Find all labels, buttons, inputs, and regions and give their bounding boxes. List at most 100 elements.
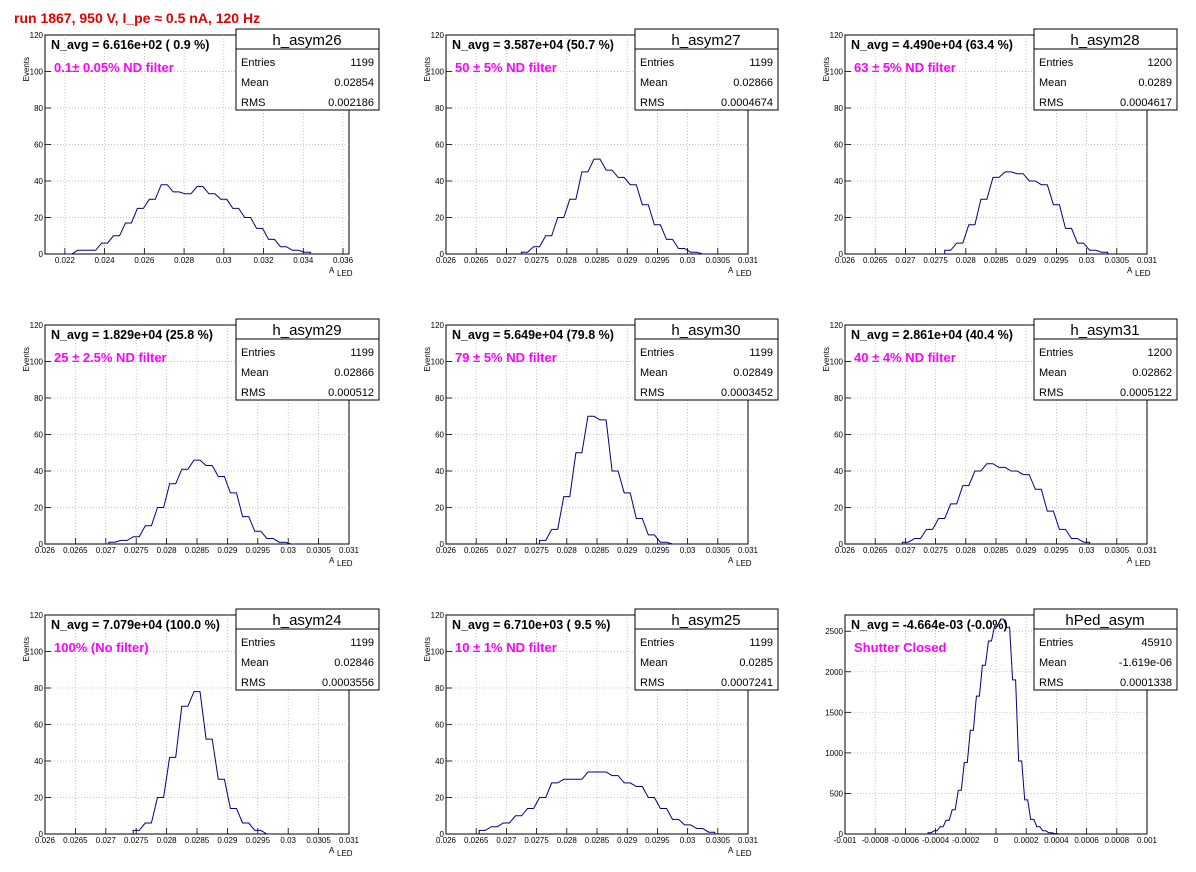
panel-9-stat-label: Entries [1039, 637, 1074, 649]
panel-7-y-tick-label: 20 [34, 794, 43, 803]
panel-3-filter-note: 63 ± 5% ND filter [854, 60, 956, 75]
panel-1-filter-note: 0.1± 0.05% ND filter [54, 60, 174, 75]
panel-5-x-tick-label: 0.0295 [645, 546, 670, 555]
panel-4-y-axis-title: Events [22, 347, 31, 371]
panel-7-y-tick-label: 120 [30, 611, 44, 620]
panel-4-stats-box [235, 318, 380, 401]
panel-8-x-tick-label: 0.0305 [706, 836, 731, 845]
panel-6-x-tick-label: 0.0305 [1105, 546, 1130, 555]
panel-2-x-axis-title: A [728, 266, 734, 275]
panel-3-histogram-outline [944, 171, 1109, 254]
panel-8-y-axis-title: Events [423, 637, 432, 661]
panel-9-x-tick-label: 0.001 [1137, 836, 1158, 845]
panel-6-y-tick-label: 80 [834, 394, 843, 403]
panel-7-y-tick-label: 40 [34, 757, 43, 766]
panel-4-stat-label: Entries [241, 347, 276, 359]
panel-7-stat-value: 0.0003556 [322, 677, 374, 689]
panel-9-y-tick-label: 1500 [825, 708, 843, 717]
panel-5-x-tick-label: 0.0305 [706, 546, 731, 555]
panel-6-x-tick-label: 0.0295 [1044, 546, 1069, 555]
panel-5-y-tick-label: 40 [435, 467, 444, 476]
panel-5-y-axis-title: Events [423, 347, 432, 371]
panel-7-x-tick-label: 0.029 [217, 836, 238, 845]
panel-2-stat-value: 1199 [749, 57, 773, 69]
panel-5-histogram-outline [539, 415, 679, 545]
panel-5-x-axis-title-sub: LED [736, 559, 752, 568]
panel-8-x-axis-title: A [728, 846, 734, 855]
panel-1-histogram-outline [65, 184, 311, 255]
panel-3-stat-label: Mean [1039, 77, 1067, 89]
panel-2-x-tick-label: 0.027 [496, 256, 517, 265]
panel-2-x-tick-label: 0.0275 [524, 256, 549, 265]
panel-5-stat-value: 0.02849 [733, 367, 773, 379]
panel-6-navg-label: N_avg = 2.861e+04 (40.4 %) [851, 328, 1013, 342]
panel-6-y-tick-label: 120 [830, 321, 844, 330]
panel-2-y-tick-label: 40 [435, 177, 444, 186]
panel-5-y-tick-label: 0 [440, 540, 445, 549]
panel-7-x-tick-label: 0.0265 [63, 836, 88, 845]
panel-3-x-tick-label: 0.0305 [1105, 256, 1130, 265]
panel-5-filter-note: 79 ± 5% ND filter [455, 350, 557, 365]
panel-4-stat-label: RMS [241, 387, 265, 399]
panel-1-stat-label: Mean [241, 77, 269, 89]
panel-6-stats-box [1033, 318, 1178, 401]
panel-5-x-tick-label: 0.03 [680, 546, 696, 555]
panel-3-navg-label: N_avg = 4.490e+04 (63.4 %) [851, 38, 1013, 52]
panel-3-y-tick-label: 40 [834, 177, 843, 186]
panel-5-navg-label: N_avg = 5.649e+04 (79.8 %) [452, 328, 614, 342]
panel-9-y-tick-label: 2500 [825, 627, 843, 636]
panel-2-y-tick-label: 20 [435, 214, 444, 223]
panel-9-histogram-name: hPed_asym [1065, 612, 1144, 629]
panel-2-y-axis-title: Events [423, 57, 432, 81]
panel-8-histogram-outline [478, 771, 716, 834]
panel-6-y-tick-label: 100 [830, 358, 844, 367]
panel-7-y-tick-label: 60 [34, 721, 43, 730]
panel-3-x-tick-label: 0.031 [1137, 256, 1158, 265]
panel-4-x-tick-label: 0.03 [280, 546, 296, 555]
panel-6-stat-value: 1200 [1148, 347, 1172, 359]
panel-9-stat-label: RMS [1039, 677, 1063, 689]
panel-3-x-tick-label: 0.028 [956, 256, 977, 265]
panel-9-x-tick-label: -0.001 [834, 836, 857, 845]
panel-9-stat-value: 0.0001338 [1120, 677, 1172, 689]
panel-8-x-tick-label: 0.027 [496, 836, 517, 845]
panel-7-x-tick-label: 0.0305 [306, 836, 331, 845]
panel-6-y-tick-label: 40 [834, 467, 843, 476]
run-title: run 1867, 950 V, I_pe ≈ 0.5 nA, 120 Hz [14, 10, 261, 26]
panel-7-x-tick-label: 0.03 [280, 836, 296, 845]
panel-5-stat-value: 0.0003452 [721, 387, 773, 399]
panel-4-x-axis-title: A [329, 556, 335, 565]
panel-9-stats-box [1033, 608, 1178, 691]
panel-6-stat-label: Entries [1039, 347, 1074, 359]
panel-6-x-tick-label: 0.03 [1079, 546, 1095, 555]
panel-5-y-tick-label: 20 [435, 504, 444, 513]
panel-7-y-tick-label: 100 [30, 648, 44, 657]
panel-7-x-tick-label: 0.028 [157, 836, 178, 845]
panel-1-y-axis-title: Events [22, 57, 31, 81]
panel-2-x-axis-title-sub: LED [736, 269, 752, 278]
panel-8-x-tick-label: 0.0285 [585, 836, 610, 845]
panel-4-x-tick-label: 0.029 [217, 546, 238, 555]
panel-1-x-tick-label: 0.03 [216, 256, 232, 265]
panel-2-y-tick-label: 60 [435, 141, 444, 150]
panel-5-y-tick-label: 80 [435, 394, 444, 403]
panel-8-y-tick-label: 60 [435, 721, 444, 730]
panel-1-x-tick-label: 0.034 [293, 256, 314, 265]
panel-8-y-tick-label: 20 [435, 794, 444, 803]
panel-8-stat-label: RMS [640, 677, 664, 689]
panel-3-x-axis-title: A [1127, 266, 1133, 275]
panel-7-navg-label: N_avg = 7.079e+04 (100.0 %) [51, 618, 220, 632]
panel-8-stats-box [634, 608, 779, 691]
panel-3-stat-label: Entries [1039, 57, 1074, 69]
panel-5-stat-value: 1199 [749, 347, 773, 359]
panel-1-y-tick-label: 40 [34, 177, 43, 186]
panel-8-x-tick-label: 0.03 [680, 836, 696, 845]
panel-4-x-tick-label: 0.0285 [185, 546, 210, 555]
panel-9-y-tick-label: 0 [839, 830, 844, 839]
panel-9-y-tick-label: 1000 [825, 749, 843, 758]
panel-8-x-tick-label: 0.0295 [645, 836, 670, 845]
panel-2-navg-label: N_avg = 3.587e+04 (50.7 %) [452, 38, 614, 52]
panel-3-stat-value: 1200 [1148, 57, 1172, 69]
panel-1-x-tick-label: 0.022 [55, 256, 76, 265]
